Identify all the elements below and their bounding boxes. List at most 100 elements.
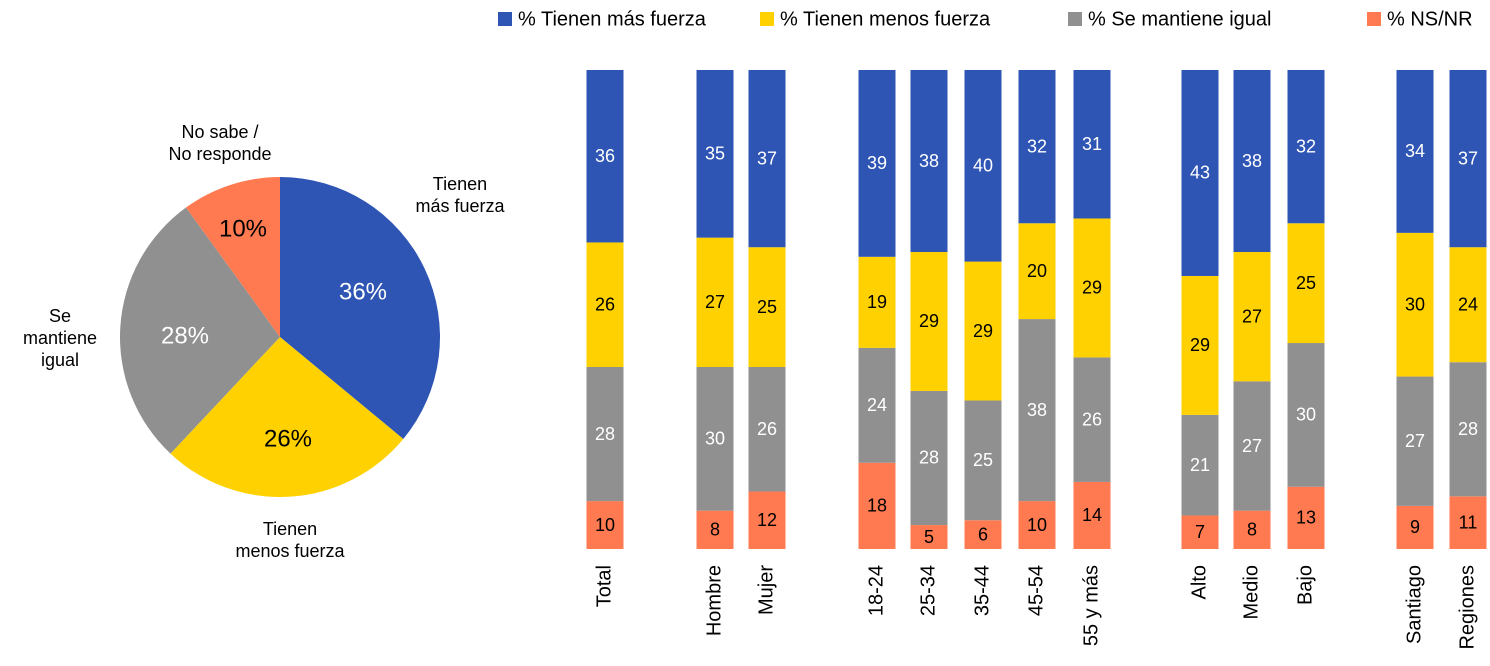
bar-segment xyxy=(910,252,948,391)
bar-segment xyxy=(858,347,896,463)
bar-value-label: 12 xyxy=(757,510,777,530)
bar-segment xyxy=(1181,515,1219,549)
bar-segment xyxy=(964,520,1002,549)
x-tick-label: Santiago xyxy=(1403,565,1425,644)
bar-segment xyxy=(586,366,624,502)
bar-value-label: 28 xyxy=(919,448,939,468)
x-tick-label: Hombre xyxy=(703,565,725,636)
bar-value-label: 29 xyxy=(1190,335,1210,355)
bar-segment xyxy=(1181,414,1219,516)
pie-category-label: Tienen más fuerza xyxy=(415,174,505,216)
bar-value-label: 27 xyxy=(1242,306,1262,326)
bar-value-label: 24 xyxy=(1458,294,1478,314)
bar-value-label: 5 xyxy=(924,527,934,547)
bar-value-label: 38 xyxy=(1242,151,1262,171)
legend-swatch xyxy=(498,12,512,26)
bar-segment xyxy=(910,70,948,253)
bar-value-label: 36 xyxy=(595,146,615,166)
bar-segment xyxy=(1073,357,1111,482)
x-tick-label: 18-24 xyxy=(865,565,887,616)
bar-value-label: 43 xyxy=(1190,163,1210,183)
bar-segment xyxy=(910,390,948,526)
legend-label: % Se mantiene igual xyxy=(1088,8,1271,30)
bar-value-label: 37 xyxy=(1458,148,1478,168)
legend-swatch xyxy=(1367,12,1381,26)
bar-segment xyxy=(1018,501,1056,549)
bar-value-label: 28 xyxy=(595,424,615,444)
bar-segment xyxy=(1396,232,1434,377)
bar-value-label: 19 xyxy=(867,292,887,312)
x-tick-label: 25-34 xyxy=(917,565,939,616)
bar-value-label: 27 xyxy=(1242,436,1262,456)
bar-segment xyxy=(1287,70,1325,224)
x-tick-label: 45-54 xyxy=(1025,565,1047,616)
legend-swatch xyxy=(1068,12,1082,26)
bar-value-label: 10 xyxy=(595,515,615,535)
bar-segment xyxy=(1018,223,1056,320)
x-tick-label: Alto xyxy=(1188,565,1210,599)
x-tick-label: Total xyxy=(593,565,615,607)
bar-segment xyxy=(586,501,624,549)
bar-segment xyxy=(696,237,734,367)
bar-segment xyxy=(1233,252,1271,382)
bar-value-label: 34 xyxy=(1405,141,1425,161)
bar-value-label: 26 xyxy=(595,294,615,314)
bar-value-label: 14 xyxy=(1082,505,1102,525)
bar-value-label: 9 xyxy=(1410,517,1420,537)
bar-value-label: 25 xyxy=(757,297,777,317)
bar-value-label: 25 xyxy=(973,450,993,470)
bar-value-label: 32 xyxy=(1027,136,1047,156)
legend-label: % Tienen menos fuerza xyxy=(780,8,991,30)
bar-value-label: 8 xyxy=(710,520,720,540)
pie-value-label: 26% xyxy=(264,425,312,452)
pie-value-label: 28% xyxy=(161,322,209,349)
bar-value-label: 29 xyxy=(1082,278,1102,298)
pie-value-label: 10% xyxy=(219,215,267,242)
bar-segment xyxy=(1449,247,1487,363)
x-tick-label: 35-44 xyxy=(971,565,993,616)
bar-segment xyxy=(964,400,1002,521)
bar-value-label: 10 xyxy=(1027,515,1047,535)
bar-segment xyxy=(1181,275,1219,415)
bar-segment xyxy=(1073,481,1111,549)
bar-segment xyxy=(858,256,896,348)
bar-value-label: 35 xyxy=(705,144,725,164)
bar-value-label: 27 xyxy=(1405,431,1425,451)
bar-value-label: 30 xyxy=(705,429,725,449)
bar-segment xyxy=(1233,510,1271,549)
pie-category-label: Tienen menos fuerza xyxy=(235,519,345,561)
bar-segment xyxy=(586,70,624,243)
x-tick-label: 55 y más xyxy=(1080,565,1102,646)
bar-segment xyxy=(748,70,786,248)
bar-value-label: 25 xyxy=(1296,273,1316,293)
pie-category-label: No sabe / No responde xyxy=(168,122,272,164)
bar-value-label: 30 xyxy=(1296,405,1316,425)
legend-swatch xyxy=(760,12,774,26)
bar-segment xyxy=(1018,319,1056,502)
bar-segment xyxy=(1396,376,1434,506)
bar-segment xyxy=(858,462,896,549)
bar-value-label: 18 xyxy=(867,496,887,516)
bar-value-label: 39 xyxy=(867,153,887,173)
bar-segment xyxy=(1287,486,1325,549)
bar-segment xyxy=(1181,70,1219,276)
bar-segment xyxy=(586,242,624,367)
bar-segment xyxy=(1396,505,1434,549)
bar-segment xyxy=(1287,223,1325,344)
bar-value-label: 11 xyxy=(1459,512,1478,532)
bar-segment xyxy=(1018,70,1056,224)
bar-value-label: 38 xyxy=(1027,400,1047,420)
legend-label: % NS/NR xyxy=(1387,8,1473,30)
bar-value-label: 20 xyxy=(1027,261,1047,281)
bar-segment xyxy=(748,366,786,492)
legend-label: % Tienen más fuerza xyxy=(518,8,707,30)
bar-value-label: 31 xyxy=(1082,134,1102,154)
bar-segment xyxy=(1287,343,1325,487)
bar-segment xyxy=(1449,362,1487,497)
bar-value-label: 28 xyxy=(1458,419,1478,439)
bar-segment xyxy=(748,247,786,367)
bar-segment xyxy=(696,366,734,511)
bar-segment xyxy=(1073,218,1111,358)
bar-segment xyxy=(748,491,786,549)
